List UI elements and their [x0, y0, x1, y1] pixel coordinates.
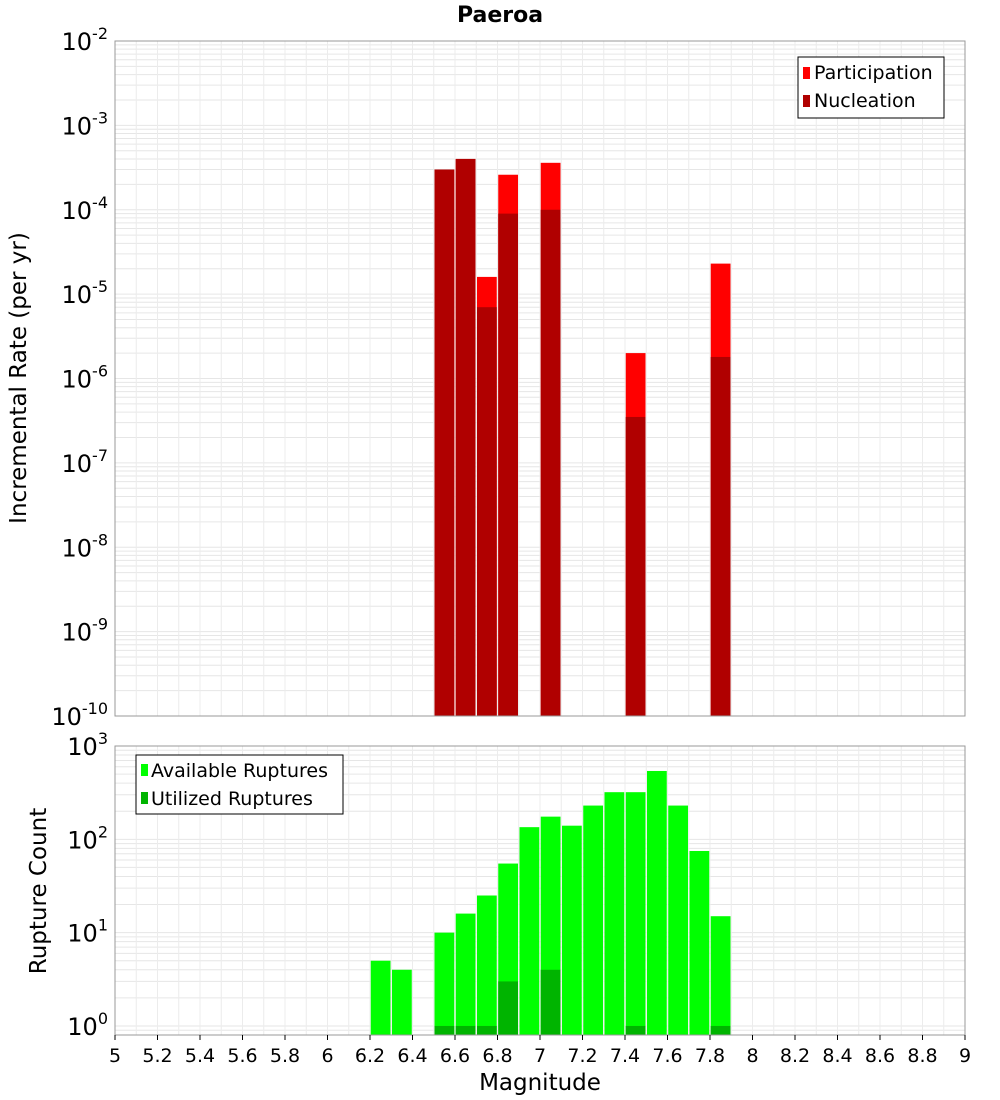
bar-utilized-ruptures-6-65 [455, 1025, 476, 1035]
bar-utilized-ruptures-6-85 [498, 981, 519, 1035]
x-tick-label: 8.4 [822, 1045, 852, 1067]
bar-available-ruptures-7-35 [604, 792, 625, 1035]
bar-utilized-ruptures-6-75 [476, 1025, 497, 1035]
x-tick-label: 7.2 [567, 1045, 597, 1067]
legend-swatch-utilized-ruptures [141, 792, 148, 804]
x-tick-label: 5.6 [227, 1045, 257, 1067]
bar-available-ruptures-7-65 [668, 805, 689, 1035]
bottom-panel: 100 101 102 103 5 5.2 5.4 5.6 5.8 6 6.2 6.4 6.6 6.8 7… [26, 729, 971, 1096]
bottom-y-tick-label: 101 [67, 916, 108, 948]
bar-available-ruptures-7-25 [583, 805, 604, 1035]
x-tick-label: 7 [534, 1045, 546, 1067]
bar-available-ruptures-6-75 [476, 895, 497, 1035]
legend-swatch-available-ruptures [141, 764, 148, 776]
bar-available-ruptures-7-15 [561, 825, 582, 1035]
legend-label-nucleation: Nucleation [814, 90, 916, 112]
bar-available-ruptures-7-75 [689, 850, 710, 1035]
x-tick-label: 8.2 [780, 1045, 810, 1067]
x-axis-label: Magnitude [479, 1070, 601, 1096]
legend-label-utilized-ruptures: Utilized Ruptures [151, 788, 313, 810]
chart-title: Paeroa [457, 3, 543, 28]
x-tick-label: 6 [321, 1045, 333, 1067]
bar-available-ruptures-7-55 [646, 770, 667, 1035]
top-bars [434, 158, 731, 717]
bar-available-ruptures-7-85 [710, 916, 731, 1035]
bar-nucleation-6-85 [498, 213, 519, 717]
bar-utilized-ruptures-7-85 [710, 1025, 731, 1035]
x-tick-label: 7.4 [610, 1045, 640, 1067]
top-y-tick-label: 10-3 [62, 108, 109, 140]
top-y-tick-label: 10-2 [62, 24, 109, 56]
top-legend-box [797, 56, 945, 119]
bottom-legend-box [135, 754, 344, 815]
top-legend: Participation Nucleation [797, 56, 945, 119]
top-y-tick-label: 10-7 [62, 446, 109, 478]
x-tick-label: 8.6 [865, 1045, 895, 1067]
x-tick-label: 6.2 [355, 1045, 385, 1067]
x-tick-label: 6.6 [440, 1045, 470, 1067]
x-tick-label: 5.4 [185, 1045, 215, 1067]
top-panel: 10-10 10-9 10-8 10-7 10-6 10-5 10-4 10-3 10-2 In… [6, 24, 966, 731]
x-tick-label: 5.8 [270, 1045, 300, 1067]
bar-nucleation-6-75 [476, 307, 497, 716]
x-ticks: 5 5.2 5.4 5.6 5.8 6 6.2 6.4 6.6 6.8 7 7.2 7.4 7.6 7.8 8… [109, 1035, 971, 1067]
bar-available-ruptures-6-55 [434, 932, 455, 1035]
top-y-ticks: 10-10 10-9 10-8 10-7 10-6 10-5 10-4 10-3 10-2 [51, 24, 108, 731]
x-tick-label: 8.8 [907, 1045, 937, 1067]
top-y-tick-label: 10-9 [62, 615, 109, 647]
x-tick-label: 8 [746, 1045, 758, 1067]
top-plot-frame [114, 40, 966, 717]
bottom-y-tick-label: 103 [67, 729, 108, 761]
top-y-tick-label: 10-8 [62, 530, 109, 562]
top-y-tick-label: 10-4 [62, 193, 109, 225]
bar-utilized-ruptures-7-05 [540, 969, 561, 1035]
bar-available-ruptures-7-45 [625, 792, 646, 1035]
bottom-bars [370, 770, 731, 1035]
top-y-tick-label: 10-6 [62, 362, 109, 394]
bar-available-ruptures-6-35 [391, 969, 412, 1035]
x-tick-label: 6.4 [397, 1045, 427, 1067]
bar-available-ruptures-6-65 [455, 913, 476, 1035]
bar-available-ruptures-6-25 [370, 960, 391, 1035]
bottom-y-tick-label: 102 [67, 822, 108, 854]
bar-available-ruptures-6-95 [519, 827, 540, 1035]
bar-nucleation-7-05 [540, 209, 561, 716]
x-tick-label: 5.2 [142, 1045, 172, 1067]
top-y-tick-label: 10-5 [62, 277, 109, 309]
bottom-legend: Available Ruptures Utilized Ruptures [135, 754, 344, 815]
legend-label-participation: Participation [814, 62, 933, 84]
bar-nucleation-7-85 [710, 356, 731, 716]
legend-swatch-participation [803, 67, 810, 79]
top-y-axis-label: Incremental Rate (per yr) [6, 232, 32, 524]
bottom-y-tick-label: 100 [67, 1009, 108, 1041]
x-tick-label: 9 [959, 1045, 971, 1067]
legend-swatch-nucleation [803, 95, 810, 107]
x-tick-label: 7.8 [695, 1045, 725, 1067]
bar-utilized-ruptures-6-55 [434, 1025, 455, 1035]
bar-utilized-ruptures-7-45 [625, 1025, 646, 1035]
legend-label-available-ruptures: Available Ruptures [151, 760, 328, 782]
x-tick-label: 6.8 [482, 1045, 512, 1067]
bottom-y-axis-label: Rupture Count [26, 808, 52, 974]
bar-nucleation-7-45 [625, 416, 646, 716]
bar-nucleation-6-65 [455, 158, 476, 717]
bottom-y-ticks: 100 101 102 103 [67, 729, 108, 1041]
top-gridlines [114, 40, 966, 717]
x-tick-label: 7.6 [652, 1045, 682, 1067]
top-y-tick-label: 10-10 [51, 699, 108, 731]
bar-nucleation-6-55 [434, 169, 455, 716]
x-tick-label: 5 [109, 1045, 121, 1067]
